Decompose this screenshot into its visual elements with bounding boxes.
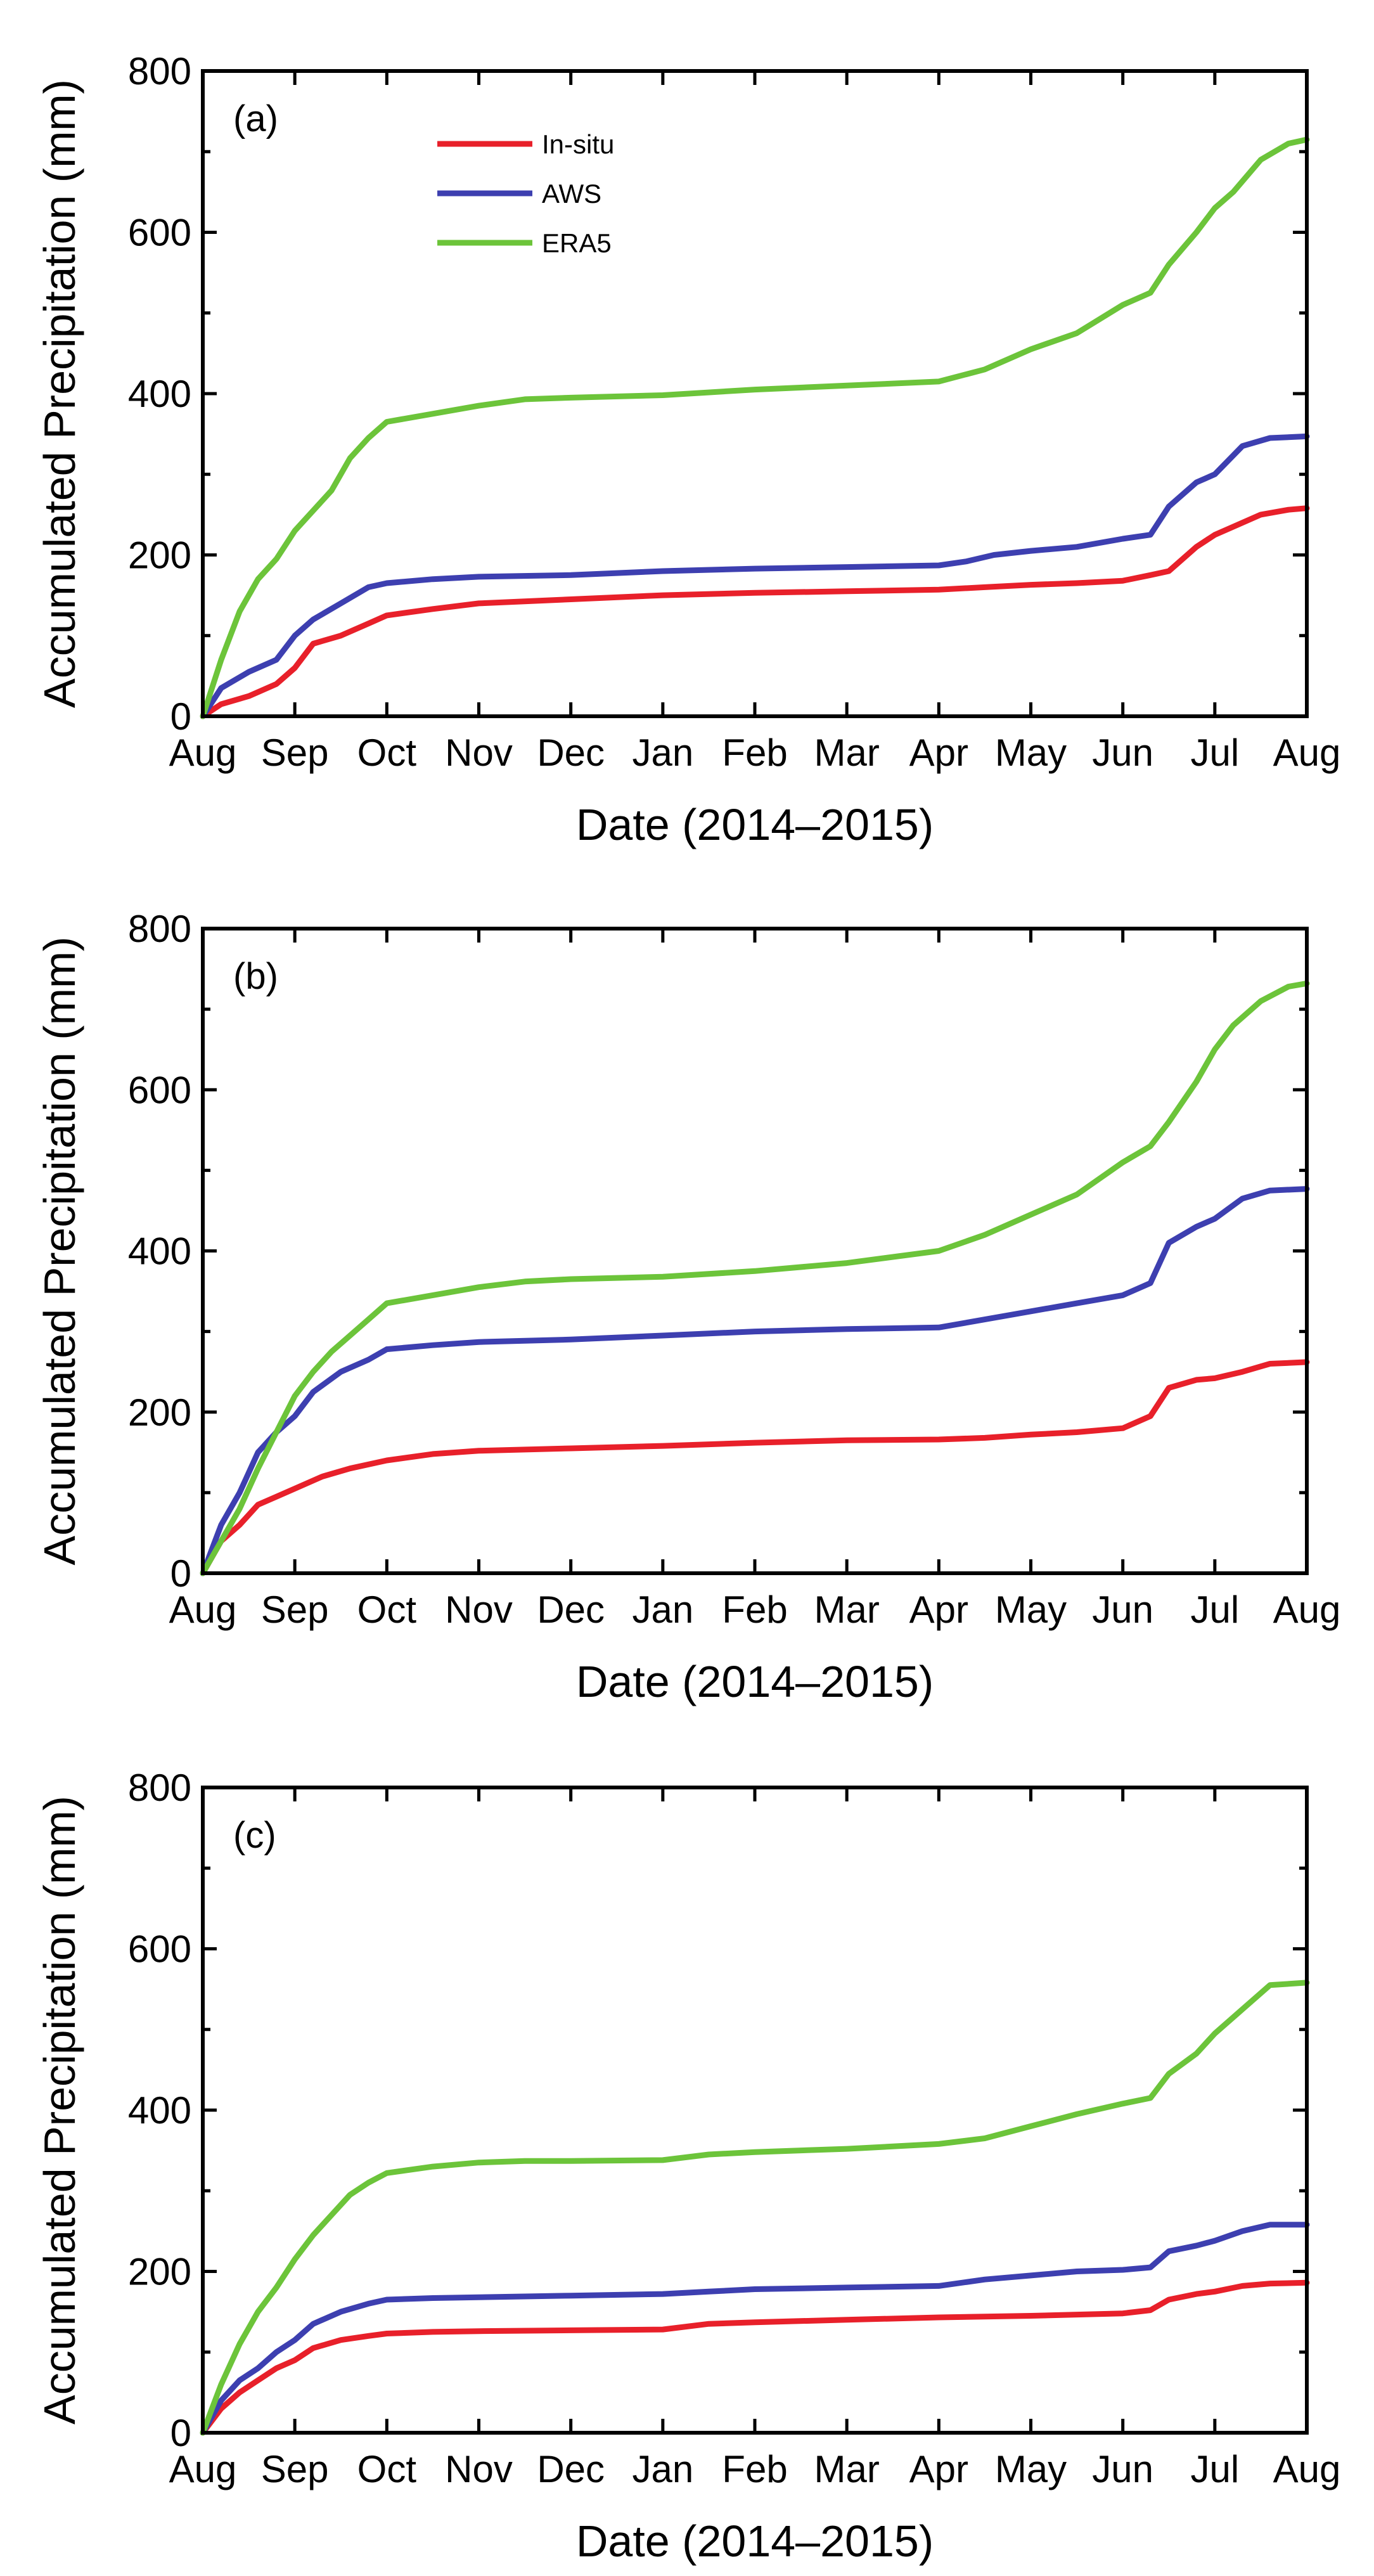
y-tick-label: 800 bbox=[128, 908, 191, 950]
series-line-era5 bbox=[200, 1980, 1310, 2436]
y-tick-label: 0 bbox=[170, 2412, 191, 2454]
x-tick-label: Apr bbox=[909, 1588, 968, 1631]
chart-panel-3: 0 200 400 600 800 Aug Sep Oct Nov Dec Jan Feb Mar Apr… bbox=[35, 1767, 1340, 2566]
x-tick-label: Jan bbox=[632, 2448, 693, 2490]
x-tick-label: Feb bbox=[722, 731, 787, 774]
x-tick-label: Aug bbox=[169, 731, 237, 774]
x-tick-label: Oct bbox=[357, 731, 417, 774]
y-tick-label: 200 bbox=[128, 1391, 191, 1434]
x-tick-label: Jul bbox=[1190, 1588, 1239, 1631]
x-axis-title: Date (2014–2015) bbox=[576, 800, 934, 849]
series-line-aws bbox=[200, 1186, 1310, 1576]
chart-panel-2: 0 200 400 600 800 Aug Sep Oct Nov Dec Jan Feb Mar Apr… bbox=[35, 908, 1340, 1706]
series-line-era5 bbox=[200, 136, 1310, 719]
x-tick-label: Nov bbox=[445, 731, 513, 774]
legend-label-era5: ERA5 bbox=[542, 228, 612, 258]
x-tick-label: Dec bbox=[537, 2448, 605, 2490]
legend-label-aws: AWS bbox=[542, 179, 601, 209]
x-tick-label: Feb bbox=[722, 1588, 787, 1631]
y-axis-title: Accumulated Precipitation (mm) bbox=[35, 1796, 84, 2425]
y-tick-label: 600 bbox=[128, 1069, 191, 1111]
x-tick-label: Dec bbox=[537, 1588, 605, 1631]
legend-label-in-situ: In-situ bbox=[542, 129, 614, 159]
legend: In-situ AWS ERA5 bbox=[437, 129, 614, 258]
series-line-in-situ bbox=[200, 505, 1310, 719]
x-tick-label: Jun bbox=[1092, 2448, 1153, 2490]
y-tick-label: 0 bbox=[170, 1552, 191, 1595]
x-tick-label: May bbox=[995, 2448, 1067, 2490]
x-tick-label: Feb bbox=[722, 2448, 787, 2490]
series-line-in-situ bbox=[200, 1359, 1310, 1576]
y-tick-label: 0 bbox=[170, 695, 191, 738]
x-tick-label: Aug bbox=[1273, 2448, 1341, 2490]
x-tick-label: Apr bbox=[909, 2448, 968, 2490]
x-tick-label: Nov bbox=[445, 1588, 513, 1631]
chart-panel-1: 0 200 400 600 800 Aug Sep Oct Nov Dec Jan Feb Mar Apr… bbox=[35, 50, 1340, 849]
x-tick-label: Aug bbox=[169, 1588, 237, 1631]
x-tick-label: Jan bbox=[632, 1588, 693, 1631]
x-tick-label: Oct bbox=[357, 2448, 417, 2490]
x-tick-label: Jan bbox=[632, 731, 693, 774]
x-tick-label: Jul bbox=[1190, 2448, 1239, 2490]
x-tick-label: Aug bbox=[1273, 731, 1341, 774]
x-tick-label: Dec bbox=[537, 731, 605, 774]
x-tick-label: Apr bbox=[909, 731, 968, 774]
x-tick-label: Mar bbox=[814, 731, 879, 774]
x-tick-label: Sep bbox=[261, 2448, 329, 2490]
x-tick-label: May bbox=[995, 731, 1067, 774]
x-tick-label: Nov bbox=[445, 2448, 513, 2490]
plot-frame bbox=[201, 927, 1309, 1575]
x-axis-title: Date (2014–2015) bbox=[576, 2516, 934, 2566]
x-tick-label: Mar bbox=[814, 1588, 879, 1631]
x-tick-label: May bbox=[995, 1588, 1067, 1631]
y-tick-label: 200 bbox=[128, 2251, 191, 2293]
series-line-in-situ bbox=[200, 2279, 1310, 2436]
plot-frame bbox=[201, 69, 1309, 718]
y-tick-label: 200 bbox=[128, 534, 191, 577]
y-tick-label: 600 bbox=[128, 1928, 191, 1971]
x-tick-label: Jun bbox=[1092, 731, 1153, 774]
y-axis-title: Accumulated Precipitation (mm) bbox=[35, 79, 84, 708]
x-tick-label: Sep bbox=[261, 731, 329, 774]
y-tick-label: 400 bbox=[128, 2089, 191, 2132]
panel-label: (b) bbox=[233, 956, 278, 997]
y-tick-label: 400 bbox=[128, 1230, 191, 1273]
series-line-aws bbox=[200, 2222, 1310, 2436]
y-tick-label: 800 bbox=[128, 1767, 191, 1809]
panel-label: (c) bbox=[233, 1815, 276, 1856]
y-tick-label: 400 bbox=[128, 373, 191, 415]
panel-label: (a) bbox=[233, 98, 278, 139]
x-tick-label: Jul bbox=[1190, 731, 1239, 774]
x-tick-label: Oct bbox=[357, 1588, 417, 1631]
x-tick-label: Sep bbox=[261, 1588, 329, 1631]
x-tick-label: Aug bbox=[169, 2448, 237, 2490]
x-axis-title: Date (2014–2015) bbox=[576, 1657, 934, 1706]
y-tick-label: 800 bbox=[128, 50, 191, 93]
x-tick-label: Mar bbox=[814, 2448, 879, 2490]
series-line-era5 bbox=[200, 980, 1310, 1576]
y-tick-label: 600 bbox=[128, 212, 191, 254]
y-axis-title: Accumulated Precipitation (mm) bbox=[35, 937, 84, 1566]
x-tick-label: Aug bbox=[1273, 1588, 1341, 1631]
x-tick-label: Jun bbox=[1092, 1588, 1153, 1631]
series-line-aws bbox=[200, 433, 1310, 719]
